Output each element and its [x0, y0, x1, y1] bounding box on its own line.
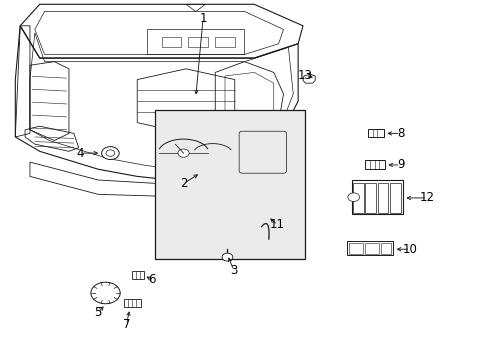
Polygon shape	[261, 227, 266, 230]
Bar	[239, 132, 285, 173]
Text: 11: 11	[269, 218, 285, 231]
Bar	[124, 300, 141, 307]
Text: 3: 3	[230, 264, 237, 277]
Bar	[188, 37, 207, 47]
Bar	[365, 160, 384, 169]
Bar	[367, 129, 383, 137]
Polygon shape	[163, 125, 229, 180]
Text: 13: 13	[297, 69, 312, 82]
Circle shape	[91, 282, 120, 304]
Bar	[181, 178, 190, 184]
Bar	[365, 243, 378, 254]
Bar	[346, 241, 392, 255]
Circle shape	[222, 253, 232, 261]
Polygon shape	[303, 74, 315, 83]
Bar	[380, 243, 390, 254]
Bar	[352, 183, 363, 213]
Bar	[377, 183, 387, 213]
Text: 2: 2	[180, 177, 187, 190]
Text: 1: 1	[199, 12, 206, 25]
Bar	[389, 183, 400, 213]
Bar	[215, 37, 234, 47]
Text: 7: 7	[122, 318, 130, 331]
Circle shape	[347, 193, 359, 202]
Text: 10: 10	[402, 243, 417, 256]
Bar	[348, 243, 362, 254]
Text: 6: 6	[148, 273, 155, 286]
Bar	[132, 271, 144, 279]
Text: 8: 8	[396, 127, 404, 140]
Text: 9: 9	[396, 158, 404, 171]
Bar	[217, 178, 227, 184]
Text: 4: 4	[76, 147, 83, 159]
Circle shape	[102, 147, 119, 159]
Bar	[254, 178, 264, 184]
Bar	[166, 178, 176, 184]
Bar	[161, 37, 181, 47]
Circle shape	[178, 149, 189, 157]
Bar	[365, 183, 375, 213]
Bar	[351, 180, 402, 214]
Text: 5: 5	[94, 306, 102, 319]
Bar	[155, 110, 305, 259]
Text: 12: 12	[419, 192, 434, 204]
